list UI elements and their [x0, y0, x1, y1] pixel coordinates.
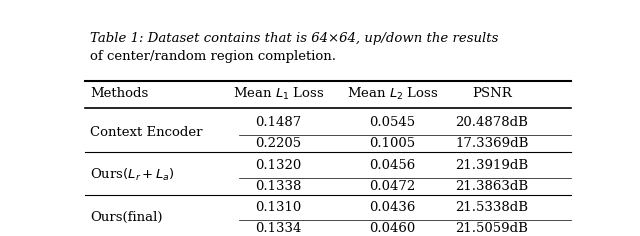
Text: Table 1: Dataset contains that is 64×64, up/down the results: Table 1: Dataset contains that is 64×64,… [90, 32, 499, 45]
Text: 0.0456: 0.0456 [369, 159, 415, 172]
Text: 0.0472: 0.0472 [369, 180, 415, 193]
Text: Context Encoder: Context Encoder [90, 126, 202, 139]
Text: 0.2205: 0.2205 [255, 137, 301, 150]
Text: Methods: Methods [90, 87, 148, 100]
Text: 0.0436: 0.0436 [369, 201, 415, 214]
Text: Mean $L_1$ Loss: Mean $L_1$ Loss [232, 86, 324, 102]
Text: 21.5338dB: 21.5338dB [455, 201, 528, 214]
Text: 17.3369dB: 17.3369dB [455, 137, 529, 150]
Text: 20.4878dB: 20.4878dB [455, 116, 528, 129]
Text: 0.1310: 0.1310 [255, 201, 301, 214]
Text: 21.5059dB: 21.5059dB [455, 222, 528, 235]
Text: 0.1005: 0.1005 [369, 137, 415, 150]
Text: 21.3919dB: 21.3919dB [455, 159, 528, 172]
Text: Ours$(L_r + L_a)$: Ours$(L_r + L_a)$ [90, 167, 175, 183]
Text: 0.1334: 0.1334 [255, 222, 301, 235]
Text: 0.1338: 0.1338 [255, 180, 301, 193]
Text: Mean $L_2$ Loss: Mean $L_2$ Loss [347, 86, 438, 102]
Text: 0.0545: 0.0545 [369, 116, 415, 129]
Text: 21.3863dB: 21.3863dB [455, 180, 528, 193]
Text: 0.1487: 0.1487 [255, 116, 301, 129]
Text: 0.0460: 0.0460 [369, 222, 415, 235]
Text: Ours(final): Ours(final) [90, 211, 163, 223]
Text: PSNR: PSNR [472, 87, 511, 100]
Text: of center/random region completion.: of center/random region completion. [90, 50, 336, 63]
Text: 0.1320: 0.1320 [255, 159, 301, 172]
